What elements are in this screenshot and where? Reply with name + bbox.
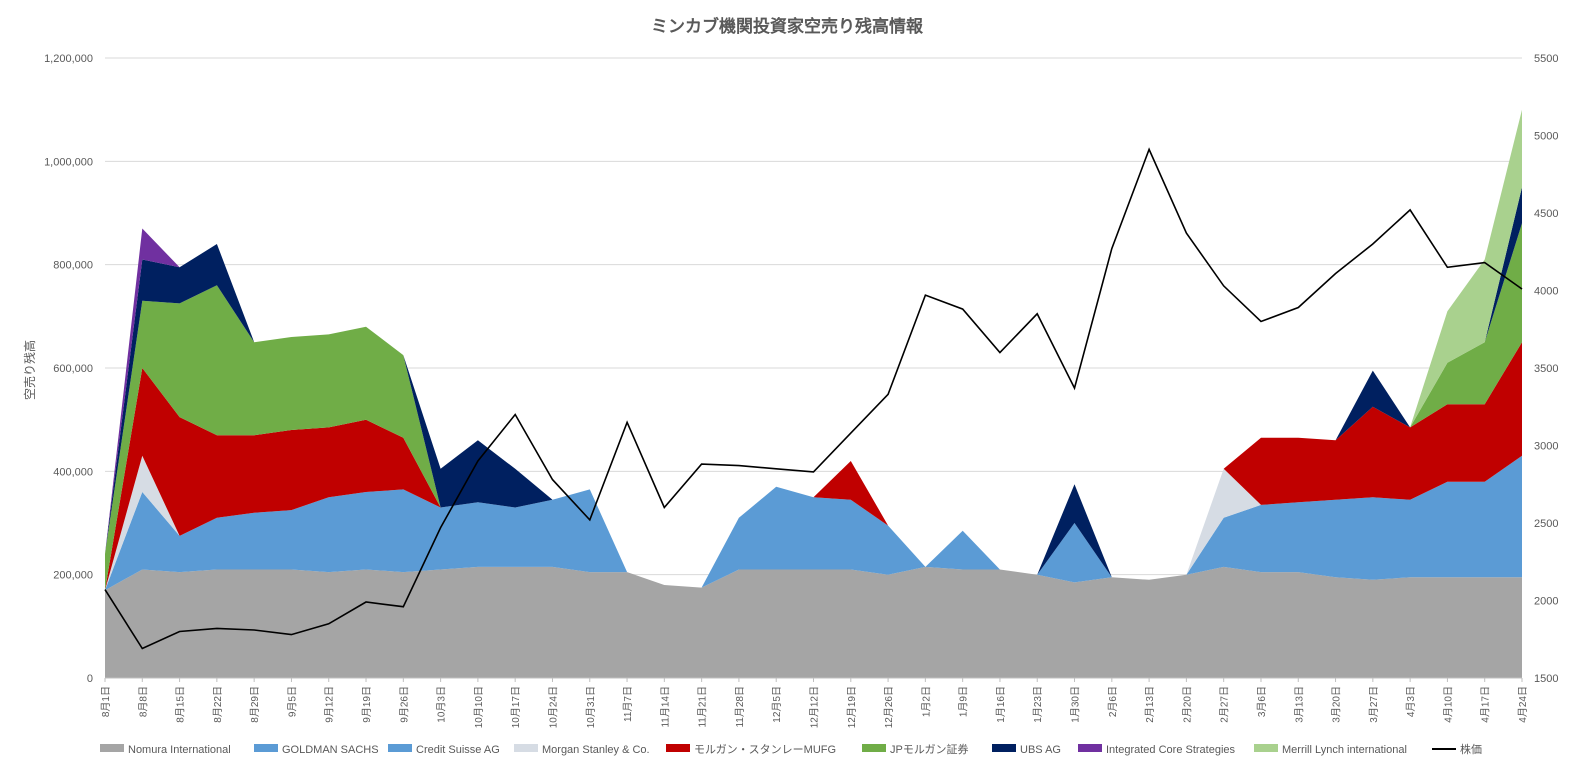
legend-label: 株価 bbox=[1460, 742, 1482, 756]
legend-label: Credit Suisse AG bbox=[416, 744, 500, 756]
y2-tick-label: 2500 bbox=[1534, 518, 1558, 530]
stock-price-line bbox=[104, 147, 1523, 650]
x-tick-label: 1月30日 bbox=[1070, 686, 1082, 723]
x-tick-label: 4月24日 bbox=[1517, 686, 1529, 723]
area-credit-suisse-ag bbox=[105, 455, 1522, 591]
legend-label: モルガン・スタンレーMUFG bbox=[694, 743, 836, 756]
area-ubs-ag bbox=[105, 187, 1522, 588]
x-tick-label: 3月6日 bbox=[1256, 686, 1268, 717]
y2-tick-label: 3500 bbox=[1534, 363, 1558, 375]
x-tick-label: 3月20日 bbox=[1331, 686, 1343, 723]
x-tick-label: 4月10日 bbox=[1442, 686, 1454, 723]
line-stock-price bbox=[104, 147, 1523, 650]
y-tick-label: 1,200,000 bbox=[44, 53, 93, 65]
x-tick-label: 12月19日 bbox=[846, 686, 858, 728]
x-tick-label: 9月19日 bbox=[361, 686, 373, 723]
x-tick-label: 10月31日 bbox=[585, 686, 597, 728]
x-tick-label: 10月3日 bbox=[436, 686, 448, 723]
x-tick-label: 8月29日 bbox=[249, 686, 261, 723]
y2-tick-label: 3000 bbox=[1534, 441, 1558, 453]
chart-title: ミンカブ機関投資家空売り残高情報 bbox=[651, 16, 924, 37]
x-tick-label: 2月13日 bbox=[1144, 686, 1156, 723]
legend-swatch bbox=[100, 744, 124, 752]
x-tick-label: 8月15日 bbox=[175, 686, 187, 723]
legend-label: GOLDMAN SACHS bbox=[282, 744, 379, 756]
x-tick-label: 3月27日 bbox=[1368, 686, 1380, 723]
legend-label: Integrated Core Strategies bbox=[1106, 744, 1236, 756]
y2-tick-label: 2000 bbox=[1534, 596, 1558, 608]
y2-tick-label: 1500 bbox=[1534, 673, 1558, 685]
x-tick-label: 1月9日 bbox=[958, 686, 970, 717]
y-tick-label: 0 bbox=[87, 673, 93, 685]
legend-swatch bbox=[254, 744, 278, 752]
legend-swatch bbox=[992, 744, 1016, 752]
x-tick-label: 12月12日 bbox=[809, 686, 821, 728]
legend-label: JPモルガン証券 bbox=[890, 742, 969, 756]
y2-tick-label: 5000 bbox=[1534, 131, 1558, 143]
stacked-areas bbox=[105, 109, 1522, 678]
y2-tick-label: 4500 bbox=[1534, 208, 1558, 220]
x-tick-label: 8月22日 bbox=[212, 686, 224, 723]
y-tick-label: 600,000 bbox=[53, 363, 93, 375]
legend-swatch bbox=[1254, 744, 1278, 752]
x-tick-label: 3月13日 bbox=[1293, 686, 1305, 723]
y2-tick-label: 5500 bbox=[1534, 53, 1558, 65]
y-axis-label: 空売り残高 bbox=[22, 340, 37, 400]
legend-label: UBS AG bbox=[1020, 744, 1061, 756]
x-tick-label: 2月6日 bbox=[1107, 686, 1119, 717]
x-tick-label: 11月14日 bbox=[659, 686, 671, 728]
legend-swatch bbox=[388, 744, 412, 752]
y-tick-label: 400,000 bbox=[53, 466, 93, 478]
legend-swatch bbox=[1078, 744, 1102, 752]
x-tick-label: 9月12日 bbox=[324, 686, 336, 723]
x-tick-label: 2月27日 bbox=[1219, 686, 1231, 723]
area-jp- bbox=[105, 223, 1522, 591]
axes: 0 200,000 400,000 600,000 800,000 1,000,000 1,… bbox=[44, 53, 1558, 728]
x-tick-label: 1月2日 bbox=[920, 686, 932, 717]
x-tick-label: 2月20日 bbox=[1181, 686, 1193, 723]
legend-label: Merrill Lynch international bbox=[1282, 744, 1407, 756]
legend-swatch bbox=[666, 744, 690, 752]
y-tick-label: 200,000 bbox=[53, 570, 93, 582]
y-tick-label: 800,000 bbox=[53, 260, 93, 272]
x-tick-label: 11月7日 bbox=[622, 686, 634, 722]
x-tick-label: 10月17日 bbox=[510, 686, 522, 728]
y-tick-label: 1,000,000 bbox=[44, 156, 93, 168]
legend-label: Morgan Stanley & Co. bbox=[542, 744, 650, 756]
area--mufg bbox=[105, 342, 1522, 591]
area-nomura-international bbox=[105, 566, 1522, 678]
y2-tick-label: 4000 bbox=[1534, 286, 1558, 298]
legend-swatch bbox=[514, 744, 538, 752]
x-tick-label: 8月8日 bbox=[137, 686, 149, 717]
x-tick-label: 8月1日 bbox=[100, 686, 112, 717]
x-tick-label: 11月28日 bbox=[734, 686, 746, 728]
x-tick-label: 4月3日 bbox=[1405, 686, 1417, 717]
x-tick-label: 10月24日 bbox=[547, 686, 559, 728]
x-tick-label: 1月23日 bbox=[1032, 686, 1044, 723]
x-tick-label: 9月5日 bbox=[286, 686, 298, 717]
x-tick-label: 4月17日 bbox=[1480, 686, 1492, 723]
x-tick-label: 12月26日 bbox=[883, 686, 895, 728]
x-tick-label: 1月16日 bbox=[995, 686, 1007, 723]
x-tick-label: 9月26日 bbox=[398, 686, 410, 723]
legend-label: Nomura International bbox=[128, 744, 231, 756]
x-tick-label: 12月5日 bbox=[771, 686, 783, 723]
x-tick-label: 11月21日 bbox=[697, 686, 709, 728]
x-tick-label: 10月10日 bbox=[473, 686, 485, 728]
legend-swatch bbox=[862, 744, 886, 752]
legend: Nomura International GOLDMAN SACHS Credit … bbox=[100, 742, 1482, 756]
